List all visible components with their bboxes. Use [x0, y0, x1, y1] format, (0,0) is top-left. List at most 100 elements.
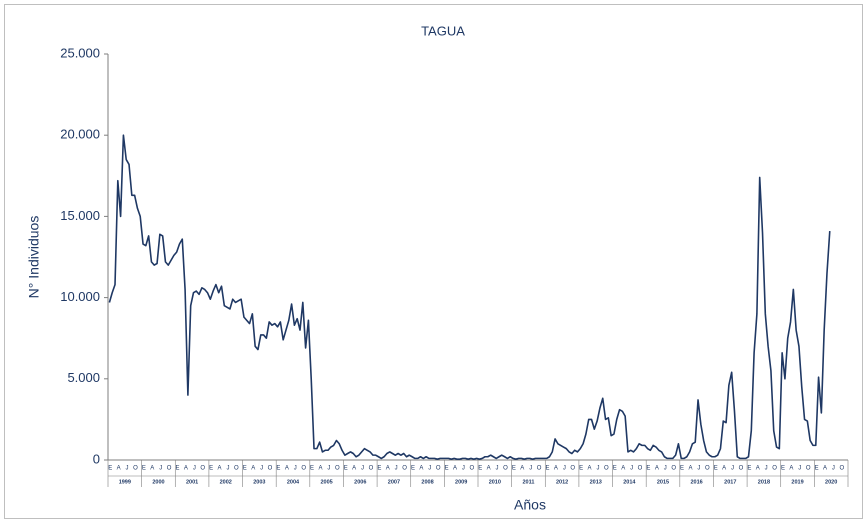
chart-frame — [4, 4, 863, 519]
year-label: 2009 — [455, 479, 467, 485]
month-label: J — [765, 466, 768, 472]
month-label: J — [798, 466, 801, 472]
month-label: O — [739, 466, 744, 472]
month-label: E — [613, 466, 617, 472]
year-label: 2004 — [287, 479, 300, 485]
month-label: E — [478, 466, 482, 472]
month-label: E — [646, 466, 650, 472]
month-label: E — [310, 466, 314, 472]
month-label: J — [428, 466, 431, 472]
month-label: A — [722, 466, 726, 472]
month-label: J — [126, 466, 129, 472]
year-label: 2016 — [691, 479, 703, 485]
month-label: O — [705, 466, 710, 472]
month-label: A — [520, 466, 524, 472]
month-label: O — [268, 466, 273, 472]
year-label: 2018 — [758, 479, 770, 485]
month-label: O — [772, 466, 777, 472]
data-line — [108, 134, 831, 460]
month-label: J — [596, 466, 599, 472]
month-label: O — [839, 466, 844, 472]
month-label: J — [260, 466, 263, 472]
year-label: 2005 — [321, 479, 333, 485]
month-label: E — [781, 466, 785, 472]
month-label: E — [108, 466, 112, 472]
month-label: A — [386, 466, 390, 472]
month-label: O — [335, 466, 340, 472]
month-label: A — [251, 466, 255, 472]
month-label: E — [142, 466, 146, 472]
month-label: A — [588, 466, 592, 472]
month-label: E — [411, 466, 415, 472]
year-label: 2015 — [657, 479, 669, 485]
y-tick-label: 0 — [93, 451, 100, 466]
year-label: 2006 — [354, 479, 366, 485]
month-label: E — [747, 466, 751, 472]
year-label: 2020 — [825, 479, 837, 485]
month-label: A — [487, 466, 491, 472]
month-label: J — [832, 466, 835, 472]
month-label: O — [570, 466, 575, 472]
month-label: J — [630, 466, 633, 472]
month-label: A — [823, 466, 827, 472]
month-label: A — [688, 466, 692, 472]
y-tick-label: 20.000 — [60, 127, 100, 142]
year-label: 2013 — [590, 479, 602, 485]
y-tick-label: 10.000 — [60, 289, 100, 304]
month-label: O — [369, 466, 374, 472]
year-label: 2014 — [623, 479, 636, 485]
month-label: E — [377, 466, 381, 472]
month-label: J — [529, 466, 532, 472]
month-label: J — [462, 466, 465, 472]
month-label: A — [318, 466, 322, 472]
month-label: O — [133, 466, 138, 472]
year-label: 2000 — [152, 479, 164, 485]
month-label: O — [167, 466, 172, 472]
month-label: J — [193, 466, 196, 472]
month-label: E — [276, 466, 280, 472]
month-label: A — [789, 466, 793, 472]
month-label: J — [496, 466, 499, 472]
month-label: A — [184, 466, 188, 472]
month-label: E — [680, 466, 684, 472]
month-label: A — [554, 466, 558, 472]
month-label: J — [731, 466, 734, 472]
month-label: J — [664, 466, 667, 472]
month-label: O — [301, 466, 306, 472]
year-label: 2007 — [388, 479, 400, 485]
month-label: O — [537, 466, 542, 472]
y-tick-label: 25.000 — [60, 45, 100, 60]
month-label: J — [159, 466, 162, 472]
month-label: O — [234, 466, 239, 472]
month-label: O — [436, 466, 441, 472]
month-label: E — [579, 466, 583, 472]
month-label: O — [469, 466, 474, 472]
chart-title: TAGUA — [421, 23, 465, 38]
month-label: O — [806, 466, 811, 472]
month-label: E — [176, 466, 180, 472]
month-label: O — [503, 466, 508, 472]
month-label: A — [621, 466, 625, 472]
month-label: J — [361, 466, 364, 472]
month-label: A — [453, 466, 457, 472]
month-label: O — [200, 466, 205, 472]
year-label: 2017 — [724, 479, 736, 485]
year-label: 2003 — [253, 479, 265, 485]
month-label: J — [294, 466, 297, 472]
month-label: A — [117, 466, 121, 472]
month-label: O — [402, 466, 407, 472]
x-axis-label: Años — [514, 497, 546, 513]
year-label: 2019 — [791, 479, 803, 485]
year-label: 2012 — [556, 479, 568, 485]
month-label: A — [218, 466, 222, 472]
month-label: E — [344, 466, 348, 472]
month-label: A — [352, 466, 356, 472]
month-label: A — [285, 466, 289, 472]
y-tick-label: 5.000 — [67, 370, 100, 385]
month-label: E — [445, 466, 449, 472]
month-label: A — [150, 466, 154, 472]
month-label: J — [563, 466, 566, 472]
month-label: J — [395, 466, 398, 472]
year-label: 2010 — [489, 479, 501, 485]
